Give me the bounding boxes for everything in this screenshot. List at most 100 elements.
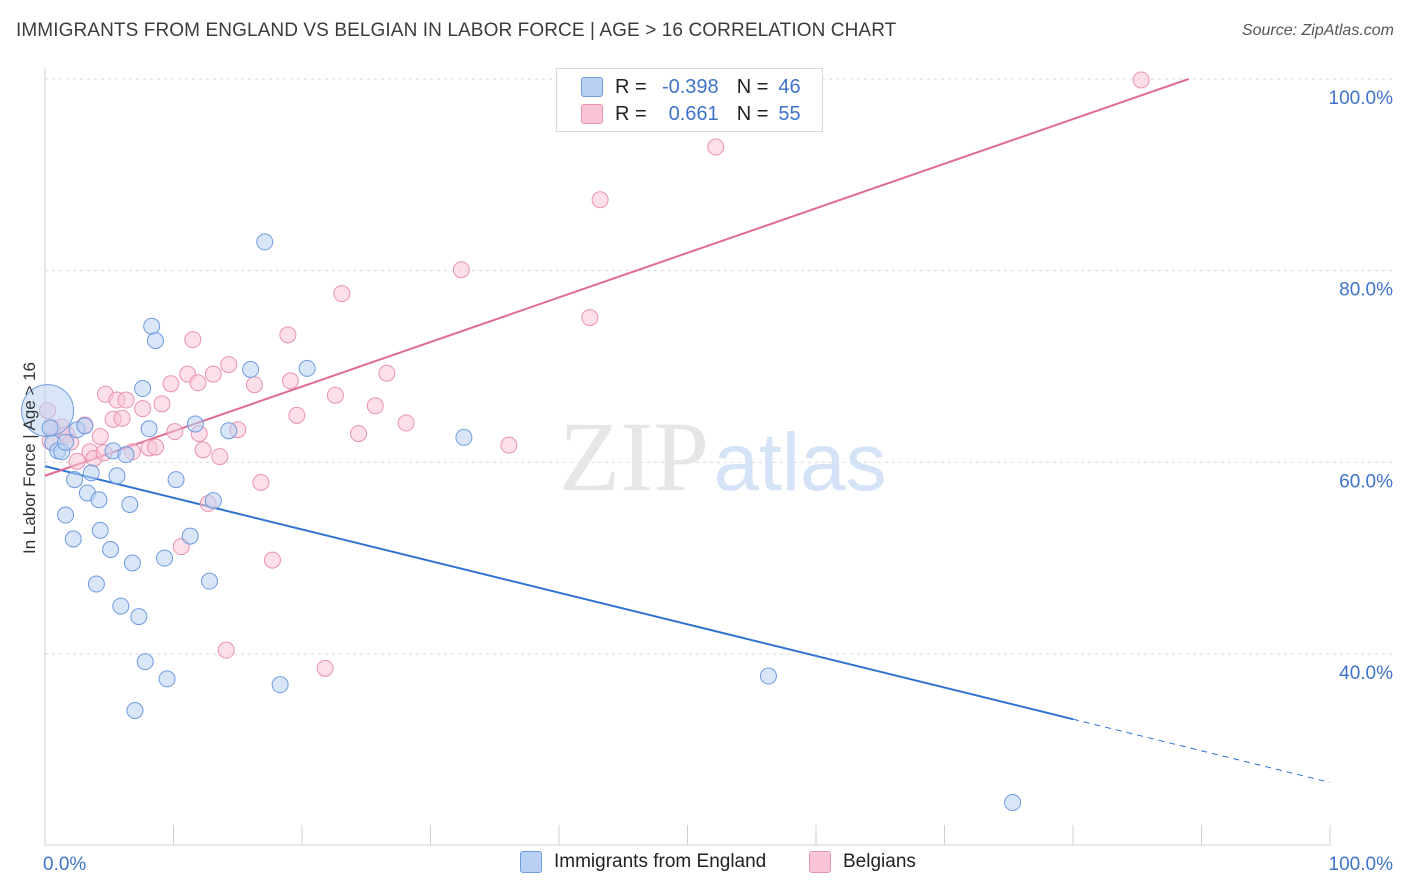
y-tick-label: 60.0% <box>1339 471 1393 492</box>
watermark-zip: ZIP <box>559 401 709 512</box>
england-point <box>76 417 94 435</box>
legend-row-belgians: R = 0.661 N = 55 <box>557 101 801 127</box>
belgian-point <box>189 374 207 392</box>
belgian-point <box>452 261 470 279</box>
watermark-atlas: atlas <box>713 417 886 508</box>
legend-n-label: N = <box>736 75 769 98</box>
legend-swatch-pink <box>809 851 831 873</box>
belgian-point <box>581 309 599 327</box>
legend-r-label: R = <box>615 102 647 125</box>
belgian-point <box>288 406 306 424</box>
y-tick-label: 80.0% <box>1339 280 1393 301</box>
england-point <box>108 467 126 485</box>
y-tick-label: 100.0% <box>1329 88 1394 109</box>
england-point <box>140 420 158 438</box>
belgian-point <box>591 191 609 209</box>
series-legend: Immigrants from England Belgians <box>0 851 1406 879</box>
belgian-point <box>316 659 334 677</box>
belgian-point <box>333 285 351 303</box>
england-point <box>91 521 109 539</box>
source-label: Source: ZipAtlas.com <box>1241 22 1394 39</box>
legend-n-value: 46 <box>778 75 801 98</box>
belgian-point <box>117 391 135 409</box>
england-point <box>181 527 199 545</box>
belgian-point <box>134 400 152 418</box>
england-point <box>87 575 105 593</box>
england-point <box>134 380 152 398</box>
belgian-point <box>366 397 384 415</box>
belgian-point <box>217 641 235 659</box>
england-point <box>186 415 204 433</box>
england-point <box>41 419 59 437</box>
legend-series-name: Immigrants from England <box>554 851 767 872</box>
england-point <box>147 332 165 350</box>
belgian-point <box>204 365 222 383</box>
belgian-point <box>279 326 297 344</box>
belgian-point <box>184 331 202 349</box>
tick-labels: 40.0% 60.0% 80.0% 100.0% 0.0% 100.0% <box>43 88 1393 875</box>
y-axis-label: In Labor Force | Age > 16 <box>20 362 39 554</box>
england-point <box>123 554 141 572</box>
england-point <box>112 597 130 615</box>
england-point <box>256 233 274 251</box>
england-point <box>200 572 218 590</box>
legend-r-label: R = <box>615 75 647 98</box>
england-point <box>1004 794 1022 812</box>
legend-swatch-blue <box>520 851 542 873</box>
england-point <box>158 670 176 688</box>
england-point <box>136 653 154 671</box>
belgian-point <box>500 436 518 454</box>
x-tick-label: 100.0% <box>1329 854 1394 875</box>
belgian-point <box>68 452 86 470</box>
england-point <box>117 446 135 464</box>
england-point <box>298 359 316 377</box>
chart-title: IMMIGRANTS FROM ENGLAND VS BELGIAN IN LA… <box>16 20 897 41</box>
england-point <box>271 676 289 694</box>
belgian-point <box>113 409 131 427</box>
england-point <box>121 496 139 513</box>
england-point <box>204 492 222 510</box>
belgian-point <box>326 386 344 404</box>
belgian-point <box>252 473 270 491</box>
england-point <box>156 549 174 567</box>
belgian-point <box>211 448 229 466</box>
legend-series-name: Belgians <box>843 851 916 872</box>
belgian-point <box>153 395 171 413</box>
belgian-point <box>350 425 368 443</box>
y-tick-label: 40.0% <box>1339 663 1393 684</box>
england-point <box>64 530 82 548</box>
belgian-point <box>194 441 212 459</box>
england-point <box>220 422 238 440</box>
belgian-point <box>91 427 109 445</box>
england-point <box>66 471 84 489</box>
axes <box>44 68 1331 846</box>
belgian-point <box>220 356 238 374</box>
belgian-point <box>397 414 415 432</box>
legend-r-value: 0.661 <box>668 102 719 125</box>
legend-swatch-blue <box>581 77 603 97</box>
legend-n-value: 55 <box>778 102 801 125</box>
belgian-point <box>1132 71 1150 89</box>
belgian-point <box>166 423 184 441</box>
x-tick-label: 0.0% <box>43 854 86 875</box>
legend-item-england[interactable]: Immigrants from England <box>520 851 766 873</box>
belgian-point <box>281 372 299 390</box>
england-trend-extension <box>1072 718 1331 783</box>
belgian-point <box>263 551 281 569</box>
legend-row-england: R = -0.398 N = 46 <box>557 74 801 100</box>
england-point <box>82 464 100 482</box>
england-point <box>102 541 120 559</box>
belgian-point <box>707 138 725 156</box>
legend-swatch-pink <box>581 104 603 124</box>
england-point <box>57 433 75 451</box>
data-points <box>21 71 1150 812</box>
legend-n-label: N = <box>736 102 769 125</box>
watermark: ZIP atlas <box>559 401 887 512</box>
belgian-point <box>162 375 180 393</box>
england-point <box>242 360 260 378</box>
england-point <box>57 506 75 524</box>
legend-r-value: -0.398 <box>661 75 719 98</box>
england-point <box>759 667 777 685</box>
legend-item-belgians[interactable]: Belgians <box>809 851 916 873</box>
belgian-point <box>147 438 165 456</box>
